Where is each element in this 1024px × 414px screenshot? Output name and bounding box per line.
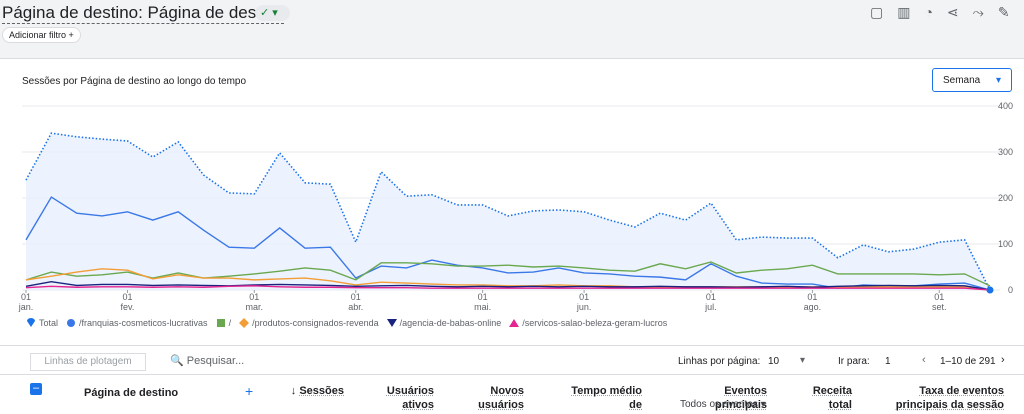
legend-label: /agencia-de-babas-online: [399, 318, 502, 328]
x-tick-label: 01 mar.: [245, 292, 264, 312]
legend-label: /franquias-cosmeticos-lucrativas: [79, 318, 208, 328]
legend-item: /franquias-cosmeticos-lucrativas: [66, 318, 208, 328]
legend-marker: [67, 319, 76, 327]
area: [26, 133, 990, 290]
next-page[interactable]: ›: [1001, 354, 1005, 366]
legend-swatch: [509, 319, 520, 327]
legend-swatch: [216, 319, 225, 327]
legend-marker: [27, 318, 35, 327]
line: [25, 261, 991, 287]
legend-marker: [509, 319, 520, 327]
legend-swatch: [386, 319, 397, 327]
rows-per-page[interactable]: 10: [768, 356, 780, 367]
x-tick-label: 01 jun.: [576, 292, 592, 312]
dropdown-label: Semana: [943, 75, 981, 86]
period-dropdown[interactable]: Semana ▾: [932, 68, 1012, 92]
chart-title: Sessões por Página de destino ao longo d…: [22, 76, 247, 87]
x-tick-label: 01 abr.: [348, 292, 364, 312]
legend-item: /servicos-salao-beleza-geram-lucros: [509, 318, 667, 328]
line: [25, 281, 991, 291]
search-placeholder: Pesquisar...: [186, 355, 245, 367]
search-box[interactable]: 🔍 Pesquisar...: [170, 355, 245, 367]
y-tick-label: 400: [998, 101, 1013, 111]
x-tick-label: 01 mai.: [474, 292, 492, 312]
rows-per-page-label: Linhas por página:: [678, 356, 761, 367]
add-filter-label: Adicionar filtro: [9, 30, 67, 40]
events-filter[interactable]: Todos os eventos ▾: [680, 399, 766, 410]
column-header[interactable]: ↓ Sessões: [290, 385, 344, 397]
x-tick-label: 01 fev.: [120, 292, 135, 312]
column-header[interactable]: Usuários ativos: [386, 385, 434, 411]
legend-item: /agencia-de-babas-online: [386, 318, 502, 328]
legend-label: /servicos-salao-beleza-geram-lucros: [522, 318, 668, 328]
legend-item: Total: [26, 318, 58, 328]
page-title: Página de destino: Página de destino: [2, 3, 284, 24]
line: [25, 132, 991, 291]
legend-marker: [386, 319, 397, 327]
y-tick-label: 0: [1008, 285, 1013, 295]
legend: Total/franquias-cosmeticos-lucrativas / /p…: [26, 318, 667, 328]
legend-swatch: [27, 318, 35, 327]
legend-label: /produtos-consignados-revenda: [252, 318, 379, 328]
x-tick-label: 01 jul.: [705, 292, 717, 312]
legend-label: /: [228, 318, 232, 328]
column-label: Sessões: [299, 385, 344, 397]
legend-item: /produtos-consignados-revenda: [239, 318, 379, 328]
rows-dropdown-arrow[interactable]: ▾: [800, 355, 806, 366]
add-dimension[interactable]: +: [245, 383, 254, 399]
divider: [0, 345, 1024, 346]
go-to[interactable]: 1: [885, 356, 891, 367]
column-header[interactable]: Tempo médio de engajamento por: [571, 385, 642, 411]
pagination: 1–10 de 291: [940, 356, 996, 367]
column-header[interactable]: Eventos principais: [715, 385, 767, 411]
column-header: Página de destino: [84, 387, 179, 399]
y-tick-label: 300: [998, 147, 1013, 157]
select-all[interactable]: –: [30, 383, 42, 395]
column-header[interactable]: Receita total: [812, 385, 852, 411]
y-tick-label: 200: [998, 193, 1013, 203]
column-header[interactable]: Novos usuários: [478, 385, 524, 411]
add-filter[interactable]: Adicionar filtro +: [2, 27, 81, 43]
events-filter-label: Todos os eventos: [680, 399, 758, 410]
legend-marker: [216, 319, 225, 327]
legend-item: /: [216, 318, 232, 328]
legend-swatch: [67, 319, 76, 327]
prev-page[interactable]: ‹: [922, 354, 926, 366]
plot-rows-button[interactable]: Linhas de plotagem: [30, 353, 146, 371]
legend-label: Total: [39, 318, 59, 328]
x-tick-label: 01 jan.: [18, 292, 34, 312]
go-to-label: Ir para:: [838, 356, 870, 367]
x-tick-label: 01 set.: [931, 292, 947, 312]
legend-swatch: [239, 318, 250, 328]
toolbar-icons[interactable]: ▢▥◔⋖⤳✎: [870, 4, 1024, 20]
column-header[interactable]: Taxa de eventos principais da sessão: [895, 385, 1004, 411]
end-point: [986, 286, 994, 294]
line: [25, 285, 991, 291]
legend-marker: [239, 318, 250, 328]
x-tick-label: 01 ago.: [803, 292, 822, 312]
status-chip[interactable]: ✓ ▾: [255, 5, 290, 21]
divider: [0, 374, 1024, 375]
y-tick-label: 100: [998, 239, 1013, 249]
